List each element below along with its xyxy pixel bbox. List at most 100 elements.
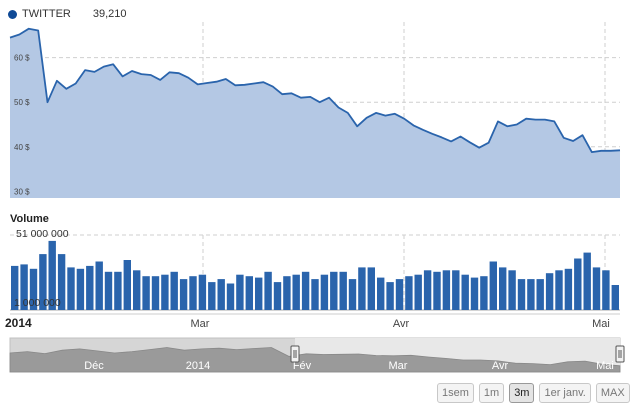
volume-max-label: 51 000 000 — [16, 228, 69, 240]
volume-bar — [217, 279, 225, 310]
volume-bar — [367, 267, 375, 310]
volume-title: Volume — [10, 213, 49, 225]
volume-bar — [536, 279, 544, 310]
volume-bar — [292, 274, 300, 310]
volume-bar — [123, 260, 131, 310]
volume-bar — [395, 279, 404, 310]
volume-bar — [255, 277, 263, 310]
price-area — [10, 28, 620, 199]
range-button-3m[interactable]: 3m — [509, 383, 535, 403]
volume-bar — [236, 274, 244, 310]
volume-bar — [330, 271, 338, 310]
range-selector: 1sem 1m 3m 1er janv. MAX — [437, 383, 630, 403]
month-label: Avr — [393, 318, 410, 330]
volume-bar — [386, 282, 394, 310]
volume-bar — [545, 273, 554, 310]
volume-bar — [611, 285, 619, 310]
volume-bar — [348, 279, 357, 310]
volume-bar — [264, 271, 272, 310]
volume-bars — [11, 240, 619, 310]
volume-bar — [67, 267, 75, 310]
volume-bar — [555, 270, 563, 310]
volume-bar — [226, 283, 235, 310]
legend-series-value: 39,210 — [92, 8, 127, 20]
navigator-label: Avr — [492, 360, 509, 372]
volume-bar — [57, 254, 66, 310]
volume-bar — [461, 274, 469, 310]
price-tick-label: 40 $ — [14, 143, 30, 152]
volume-bar — [95, 261, 103, 310]
volume-bar — [39, 254, 47, 310]
volume-bar — [161, 274, 169, 310]
price-tick-label: 60 $ — [14, 54, 30, 63]
navigator-label: Mai — [596, 360, 614, 372]
volume-bar — [602, 270, 610, 310]
volume-bar — [358, 267, 366, 310]
volume-bar — [414, 274, 422, 310]
navigator[interactable]: Déc 2014 Fév Mar Avr Mai — [9, 337, 625, 373]
volume-bar — [311, 279, 319, 310]
volume-bar — [133, 270, 141, 310]
price-series — [9, 27, 621, 199]
price-line — [9, 27, 621, 153]
navigator-left-handle[interactable] — [290, 345, 300, 363]
volume-bar — [470, 277, 479, 310]
volume-bar — [142, 276, 150, 310]
price-axis: 30 $ 40 $ 50 $ 60 $ — [14, 54, 30, 197]
price-tick-label: 30 $ — [14, 187, 30, 196]
navigator-label: Fév — [293, 360, 312, 372]
volume-bar — [452, 270, 460, 310]
volume-bar — [245, 276, 253, 310]
month-label: Mar — [191, 318, 210, 330]
navigator-label: Déc — [84, 360, 104, 372]
volume-bar — [11, 265, 19, 310]
volume-bar — [499, 267, 507, 310]
month-label: Mai — [592, 318, 610, 330]
navigator-series — [9, 347, 621, 373]
volume-bar — [170, 271, 178, 310]
volume-bar — [48, 240, 56, 310]
volume-bar — [151, 276, 160, 310]
volume-min-label: 1 000 000 — [14, 297, 61, 309]
legend-series-name: TWITTER — [22, 8, 71, 20]
volume-bar — [527, 279, 535, 310]
volume-bar — [198, 274, 207, 310]
volume-bar — [489, 261, 497, 310]
navigator-label: Mar — [389, 360, 408, 372]
range-button-1m[interactable]: 1m — [478, 383, 505, 403]
volume-bar — [86, 265, 94, 310]
volume-bar — [517, 279, 526, 310]
range-button-max[interactable]: MAX — [595, 383, 630, 403]
volume-bar — [442, 270, 451, 310]
volume-bar — [104, 271, 113, 310]
volume-bar — [583, 252, 591, 310]
volume-bar — [433, 271, 441, 310]
volume-bar — [20, 264, 28, 310]
volume-bar — [377, 277, 385, 310]
price-tick-label: 50 $ — [14, 98, 30, 107]
volume-bar — [592, 267, 601, 310]
volume-bar — [423, 270, 432, 310]
range-button-1er-janv-[interactable]: 1er janv. — [539, 383, 591, 403]
volume-bar — [208, 282, 216, 310]
range-button-1sem[interactable]: 1sem — [437, 383, 474, 403]
volume-bar — [301, 271, 310, 310]
volume-bar — [564, 268, 573, 310]
series-dot-icon — [8, 9, 17, 19]
volume-bar — [405, 276, 413, 310]
volume-bar — [29, 268, 38, 310]
volume-bar — [189, 276, 197, 310]
volume-bar — [339, 271, 347, 310]
volume-bar — [574, 258, 582, 310]
year-label: 2014 — [5, 316, 32, 330]
volume-bar — [76, 268, 85, 310]
legend[interactable]: TWITTER 39,210 — [8, 6, 127, 22]
volume-bar — [179, 279, 188, 310]
volume-bar — [283, 276, 291, 310]
time-axis: 2014 Mar Avr Mai — [5, 313, 620, 330]
navigator-label: 2014 — [186, 360, 210, 372]
volume-bar — [273, 282, 282, 310]
volume-bar — [508, 270, 516, 310]
navigator-right-handle[interactable] — [615, 345, 625, 363]
